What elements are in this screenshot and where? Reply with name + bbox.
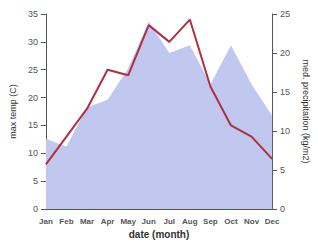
svg-text:Apr: Apr bbox=[101, 217, 115, 226]
svg-text:Nov: Nov bbox=[244, 217, 260, 226]
svg-text:0: 0 bbox=[280, 204, 285, 214]
svg-text:Aug: Aug bbox=[182, 217, 198, 226]
svg-text:Sep: Sep bbox=[203, 217, 218, 226]
svg-text:Dec: Dec bbox=[265, 217, 280, 226]
svg-text:Jun: Jun bbox=[142, 217, 156, 226]
svg-text:5: 5 bbox=[280, 165, 285, 175]
svg-text:Jan: Jan bbox=[39, 217, 53, 226]
svg-text:30: 30 bbox=[28, 37, 38, 47]
svg-text:Mar: Mar bbox=[80, 217, 94, 226]
svg-text:10: 10 bbox=[280, 126, 290, 136]
svg-text:10: 10 bbox=[28, 148, 38, 158]
svg-text:max temp (C): max temp (C) bbox=[8, 84, 18, 139]
svg-text:med. precipitation (kg/m2): med. precipitation (kg/m2) bbox=[301, 59, 311, 163]
svg-text:35: 35 bbox=[28, 9, 38, 19]
svg-text:May: May bbox=[120, 217, 136, 226]
svg-text:date (month): date (month) bbox=[129, 229, 190, 240]
svg-text:15: 15 bbox=[280, 87, 290, 97]
svg-text:25: 25 bbox=[28, 65, 38, 75]
svg-text:Feb: Feb bbox=[59, 217, 73, 226]
svg-text:20: 20 bbox=[280, 48, 290, 58]
svg-text:0: 0 bbox=[33, 204, 38, 214]
svg-text:15: 15 bbox=[28, 120, 38, 130]
svg-text:20: 20 bbox=[28, 93, 38, 103]
svg-text:Oct: Oct bbox=[224, 217, 238, 226]
svg-text:5: 5 bbox=[33, 176, 38, 186]
svg-text:Jul: Jul bbox=[163, 217, 175, 226]
svg-text:25: 25 bbox=[280, 9, 290, 19]
